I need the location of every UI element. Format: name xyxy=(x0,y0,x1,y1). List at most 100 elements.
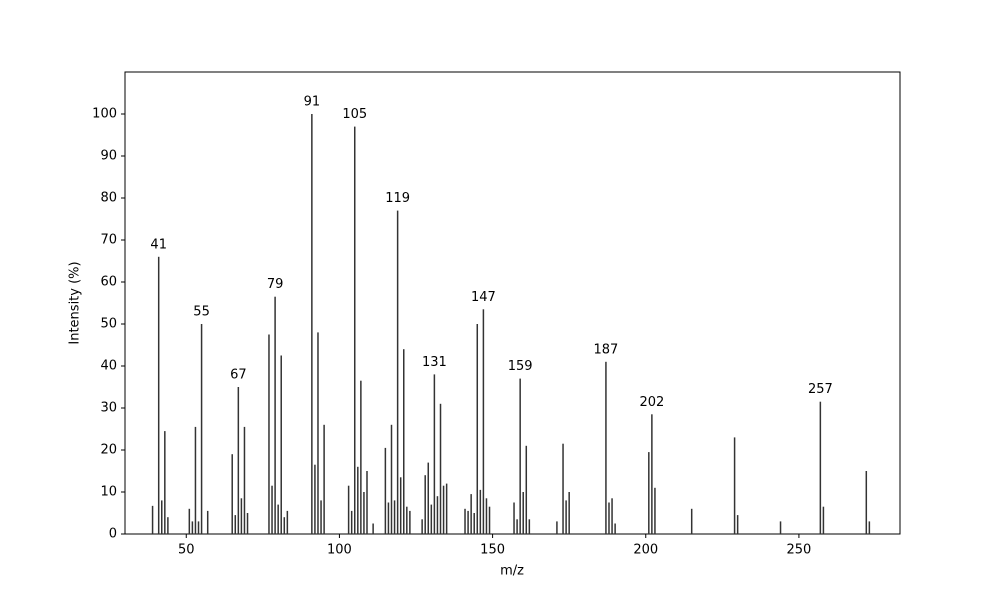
bar xyxy=(868,521,871,534)
bar xyxy=(200,324,203,534)
bar xyxy=(393,500,396,534)
bar xyxy=(605,361,607,534)
bar xyxy=(822,506,825,534)
bar xyxy=(240,498,243,534)
bar xyxy=(246,513,249,534)
bar xyxy=(464,508,466,534)
x-axis-label: m/z xyxy=(500,564,524,579)
y-tick-label: 60 xyxy=(100,275,117,290)
y-tick-label: 40 xyxy=(100,359,117,374)
y-tick-label: 90 xyxy=(100,149,117,164)
bar xyxy=(482,309,485,534)
peak-label: 187 xyxy=(594,342,619,357)
bar xyxy=(865,471,868,534)
y-tick-label: 70 xyxy=(100,233,117,248)
bar xyxy=(565,500,567,534)
bar xyxy=(427,462,430,534)
bar xyxy=(733,437,736,534)
bar xyxy=(234,515,237,534)
bar xyxy=(268,334,270,534)
bar xyxy=(363,492,365,534)
bar xyxy=(409,510,411,534)
bar xyxy=(488,506,491,534)
y-tick-label: 20 xyxy=(100,443,117,458)
bar xyxy=(387,502,390,534)
peak-label: 147 xyxy=(471,290,496,305)
bar xyxy=(470,494,472,534)
x-tick-label: 100 xyxy=(327,543,352,558)
bar xyxy=(403,349,405,534)
bar xyxy=(286,510,289,534)
bar xyxy=(353,126,356,534)
bar xyxy=(467,510,469,534)
y-tick-label: 100 xyxy=(92,107,117,122)
bar xyxy=(433,374,436,534)
bar xyxy=(528,519,531,534)
bar xyxy=(366,471,368,534)
bar xyxy=(479,489,482,534)
bar xyxy=(194,426,197,534)
bar xyxy=(608,502,610,534)
y-axis-label: Intensity (%) xyxy=(68,261,83,344)
peak-label: 131 xyxy=(422,355,447,370)
bar xyxy=(280,355,282,534)
bar xyxy=(445,483,448,534)
bar xyxy=(314,464,316,534)
bar xyxy=(357,466,359,534)
bar xyxy=(513,502,515,534)
bar xyxy=(439,403,442,534)
peak-label: 159 xyxy=(508,359,533,374)
bar xyxy=(390,424,393,534)
bar xyxy=(421,519,423,534)
bar xyxy=(562,443,564,534)
bar xyxy=(311,114,313,534)
bar xyxy=(525,445,528,534)
bar xyxy=(424,475,426,534)
bar xyxy=(384,447,387,534)
bar xyxy=(396,210,399,534)
bar xyxy=(188,508,191,534)
bar xyxy=(651,414,653,534)
plot-frame xyxy=(124,71,901,535)
bar xyxy=(161,500,163,534)
bar xyxy=(243,426,246,534)
bar xyxy=(614,523,616,534)
bar xyxy=(819,401,822,534)
x-tick-label: 150 xyxy=(480,543,505,558)
bar xyxy=(317,332,319,534)
bar xyxy=(283,517,286,534)
bar xyxy=(516,519,518,534)
bar xyxy=(206,510,209,534)
peak-label: 79 xyxy=(267,277,284,292)
bar xyxy=(779,521,782,534)
y-tick-label: 10 xyxy=(100,485,117,500)
bar xyxy=(164,431,166,534)
bar xyxy=(277,504,279,534)
bar xyxy=(611,498,613,534)
bar xyxy=(473,513,475,534)
bar xyxy=(654,487,656,534)
bar xyxy=(167,517,169,534)
peak-label: 41 xyxy=(150,237,167,252)
peak-label: 67 xyxy=(230,368,247,383)
peak-label: 257 xyxy=(808,382,833,397)
bar xyxy=(274,296,276,534)
peak-label: 202 xyxy=(639,395,664,410)
bar xyxy=(350,510,353,534)
bar xyxy=(347,485,350,534)
bar xyxy=(360,380,362,534)
y-tick-label: 50 xyxy=(100,317,117,332)
y-tick-label: 30 xyxy=(100,401,117,416)
x-tick-label: 200 xyxy=(633,543,658,558)
bar xyxy=(191,521,194,534)
peak-label: 119 xyxy=(385,191,410,206)
bar xyxy=(648,452,650,534)
bar xyxy=(151,505,154,534)
bar xyxy=(237,387,240,534)
bar xyxy=(323,424,325,534)
peak-label: 55 xyxy=(193,305,210,320)
bar xyxy=(271,485,273,534)
bar xyxy=(568,492,570,534)
bar xyxy=(556,521,558,534)
